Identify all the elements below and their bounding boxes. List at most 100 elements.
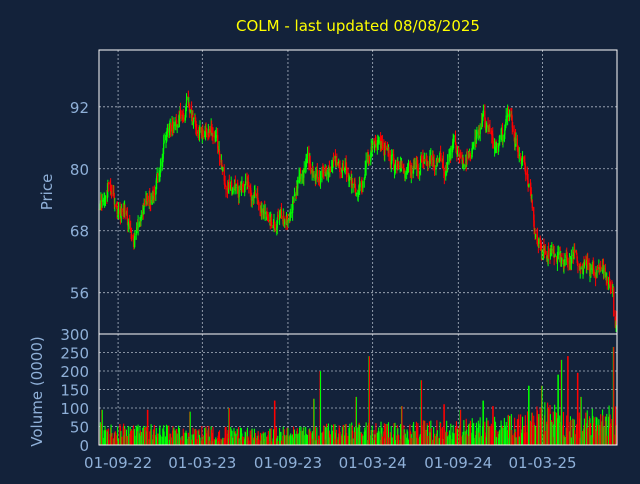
price-candle-body — [453, 135, 455, 137]
volume-bar — [144, 427, 146, 445]
price-candle-body — [233, 188, 235, 193]
volume-bar — [521, 416, 524, 445]
volume-bar — [157, 433, 159, 445]
price-candle-body — [215, 135, 217, 138]
price-candle-body — [365, 159, 367, 168]
price-candle-body — [163, 142, 165, 149]
volume-bar — [333, 424, 335, 445]
volume-bar — [208, 426, 210, 445]
price-candle-body — [245, 181, 247, 184]
price-candle-body — [130, 227, 132, 233]
volume-bar — [336, 439, 338, 445]
volume-bar — [420, 380, 423, 445]
price-candle-body — [469, 151, 471, 154]
date-tick-label: 01-09-22 — [84, 454, 152, 472]
volume-bar — [508, 414, 510, 445]
volume-bar — [170, 433, 172, 445]
price-candle-body — [495, 143, 498, 148]
price-candle-body — [527, 180, 529, 187]
price-candle-body — [166, 127, 169, 133]
price-tick-label: 92 — [70, 99, 89, 117]
price-candle-body — [555, 256, 558, 261]
price-candle-body — [427, 164, 429, 166]
volume-bar — [108, 439, 110, 445]
price-candle-body — [445, 170, 447, 177]
price-candle-body — [590, 267, 592, 273]
price-candle-body — [355, 192, 357, 195]
volume-bar — [280, 440, 282, 445]
price-candle-body — [501, 129, 504, 139]
price-candle-body — [603, 266, 605, 273]
volume-bar — [287, 428, 289, 445]
volume-bar — [331, 424, 333, 445]
price-candle-body — [217, 135, 219, 149]
price-candle-body — [293, 198, 295, 203]
volume-bar — [201, 426, 203, 445]
volume-bar — [238, 438, 240, 445]
price-candle-body — [600, 266, 602, 270]
price-candle-body — [130, 234, 133, 236]
volume-bar — [520, 414, 522, 445]
volume-bar — [297, 434, 299, 445]
price-candle-body — [411, 169, 413, 174]
volume-bar — [434, 433, 436, 445]
price-candle-body — [272, 226, 274, 228]
volume-bar — [528, 385, 530, 445]
volume-bar — [441, 427, 444, 445]
volume-bar — [261, 433, 263, 445]
price-candle-body — [479, 127, 481, 135]
volume-bar — [191, 434, 193, 445]
price-candle-body — [251, 196, 253, 201]
chart-title: COLM - last updated 08/08/2025 — [236, 17, 480, 35]
volume-bar — [564, 437, 566, 445]
volume-bar — [103, 430, 105, 445]
price-candle-body — [276, 220, 278, 228]
price-candle-body — [278, 217, 281, 219]
price-gridlines — [99, 50, 617, 334]
volume-bar — [590, 435, 592, 445]
volume-bar — [383, 423, 385, 445]
price-candle-body — [208, 133, 210, 134]
price-candle-body — [289, 215, 291, 221]
volume-bar — [186, 438, 188, 445]
price-candle-body — [137, 222, 139, 229]
volume-bar — [327, 423, 329, 445]
price-candle-body — [476, 131, 478, 136]
price-candle-body — [536, 235, 539, 240]
price-candle-body — [407, 162, 410, 166]
price-candle-body — [461, 156, 463, 161]
price-candle-body — [110, 185, 112, 193]
volume-bar — [602, 415, 604, 445]
volume-bar — [110, 424, 112, 445]
price-candle-body — [391, 153, 393, 156]
volume-bar — [275, 427, 277, 445]
volume-bar — [211, 432, 213, 445]
volume-bar — [606, 435, 608, 445]
price-candle-body — [537, 239, 539, 245]
price-candle-body — [460, 152, 462, 157]
volume-bar — [466, 434, 468, 445]
price-candle-body — [185, 99, 188, 104]
price-candle-body — [389, 153, 391, 163]
price-candle-body — [306, 153, 309, 157]
volume-bar — [482, 400, 484, 445]
price-candle-body — [186, 97, 188, 99]
price-candle-body — [107, 184, 109, 186]
volume-bar — [394, 439, 397, 445]
volume-bar — [371, 425, 373, 445]
volume-bar — [401, 406, 403, 445]
price-candle-body — [221, 162, 223, 166]
price-candle-body — [541, 252, 543, 254]
volume-bar — [293, 429, 296, 445]
price-candle-body — [594, 276, 597, 279]
volume-bar — [218, 431, 220, 445]
price-candle-body — [512, 126, 514, 132]
price-candle-body — [237, 182, 239, 186]
volume-bar — [414, 431, 416, 445]
price-candle-body — [394, 165, 397, 169]
volume-bar — [587, 427, 589, 445]
price-candle-body — [117, 210, 120, 214]
date-tick-label: 01-09-24 — [424, 454, 492, 472]
price-candle-body — [342, 164, 344, 171]
